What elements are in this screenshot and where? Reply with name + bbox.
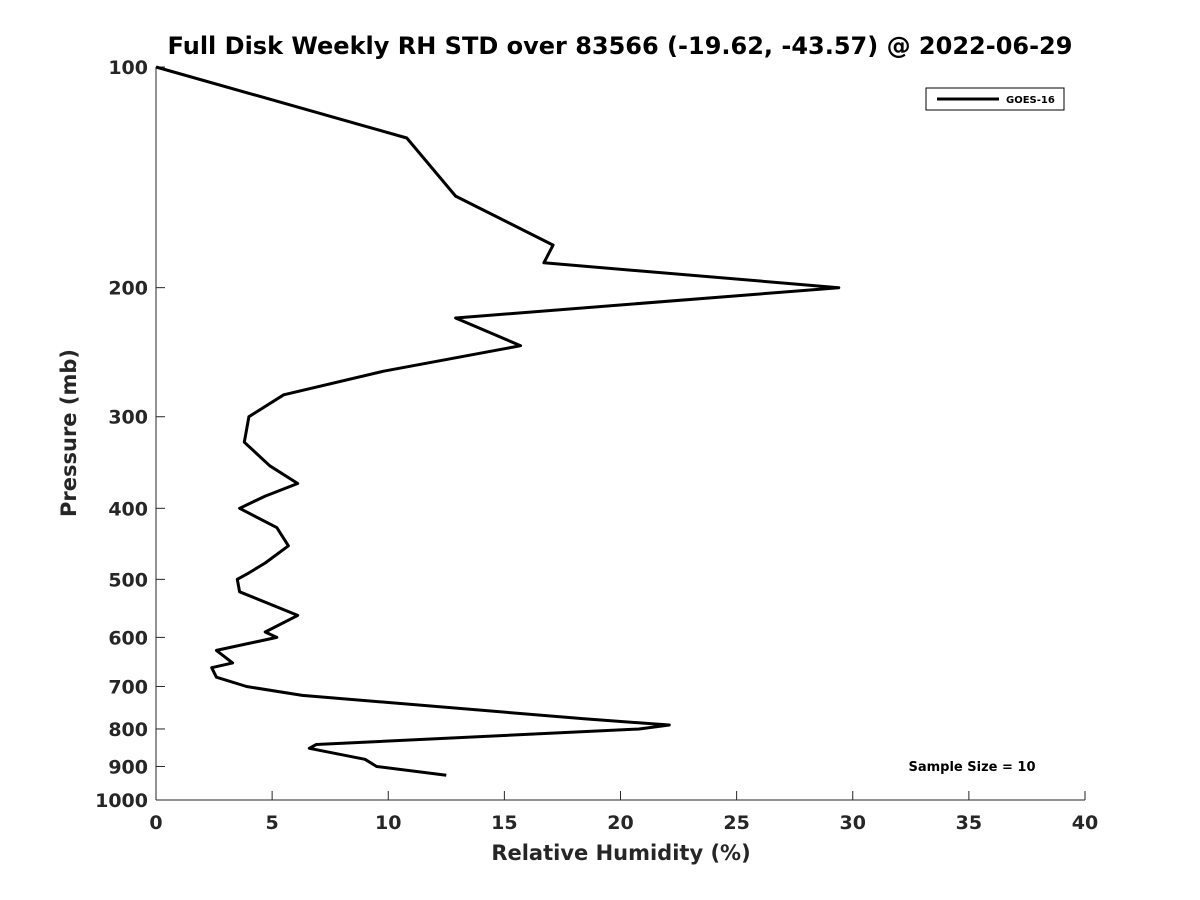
x-tick-label: 0 [149, 812, 162, 834]
series-line-goes-16 [155, 65, 841, 777]
sample-size-annotation: Sample Size = 10 [908, 760, 1035, 775]
legend-entry-goes-16: GOES-16 [1006, 95, 1055, 106]
y-tick-label: 300 [108, 407, 148, 429]
legend: GOES-16 [925, 87, 1065, 111]
x-tick-label: 40 [1072, 812, 1098, 834]
series-group [155, 65, 841, 777]
y-tick-label: 700 [108, 676, 148, 698]
y-tick-label: 900 [108, 756, 148, 778]
y-axis-ticks: 100 200 300 400 500 600 700 800 900 1000 [95, 57, 165, 812]
x-tick-label: 15 [491, 812, 517, 834]
x-tick-label: 20 [607, 812, 633, 834]
y-tick-label: 400 [108, 498, 148, 520]
x-tick-label: 5 [266, 812, 279, 834]
x-tick-label: 25 [723, 812, 749, 834]
x-axis-ticks: 0 5 10 15 20 25 30 35 40 [149, 791, 1098, 834]
y-tick-label: 1000 [95, 790, 148, 812]
x-tick-label: 10 [375, 812, 401, 834]
y-tick-label: 200 [108, 278, 148, 300]
y-tick-label: 600 [108, 627, 148, 649]
x-tick-label: 30 [840, 812, 866, 834]
y-axis-label: Pressure (mb) [57, 349, 81, 517]
y-tick-label: 500 [108, 569, 148, 591]
y-tick-label: 800 [108, 719, 148, 741]
x-axis-label: Relative Humidity (%) [491, 841, 750, 865]
y-tick-label: 100 [108, 57, 148, 79]
x-tick-label: 35 [956, 812, 982, 834]
chart-title: Full Disk Weekly RH STD over 83566 (-19.… [168, 32, 1073, 60]
